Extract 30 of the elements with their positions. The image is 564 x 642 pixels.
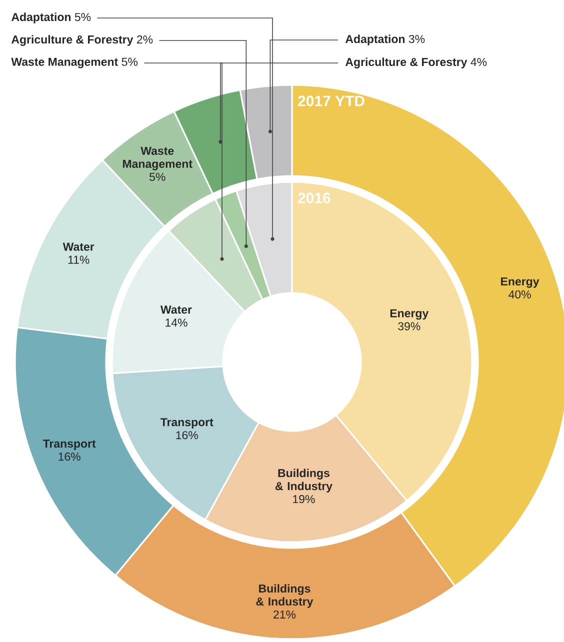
data-label: 4% bbox=[470, 58, 487, 66]
slice-label: Water bbox=[62, 242, 94, 251]
slice-label: Water bbox=[160, 306, 192, 314]
slice-label: Agriculture & Forestry bbox=[345, 58, 468, 68]
category-label: Adaptation bbox=[11, 12, 71, 24]
data-label: 3% bbox=[408, 34, 425, 44]
data-label: 2% bbox=[137, 35, 153, 44]
data-label: 5% bbox=[74, 12, 91, 22]
data-label: 19% bbox=[293, 495, 315, 504]
slice-label: 2017 YTD bbox=[298, 96, 364, 106]
slice-label: Buildings & Industry bbox=[275, 468, 332, 492]
slice-label: Transport bbox=[42, 440, 96, 450]
category-label: Waste Management bbox=[11, 58, 118, 68]
data-label: 40% bbox=[508, 290, 531, 298]
data-label: 39% bbox=[398, 322, 420, 330]
data-label: 5% bbox=[150, 172, 166, 181]
data-label: 21% bbox=[274, 610, 296, 619]
slice-label: Buildings & Industry bbox=[256, 584, 314, 608]
data-label: 11% bbox=[68, 256, 90, 264]
slice-label: 2016 bbox=[298, 192, 330, 204]
data-label: 5% bbox=[122, 58, 138, 66]
data-label: 14% bbox=[166, 318, 188, 327]
category-label: Agriculture & Forestry bbox=[11, 35, 134, 46]
data-label: 16% bbox=[176, 431, 198, 440]
slice-label: Transport bbox=[160, 418, 214, 428]
slice-label: Waste Management bbox=[123, 146, 192, 170]
data-label: 16% bbox=[58, 452, 80, 461]
slice-label: Energy bbox=[390, 309, 429, 320]
slice-label: Adaptation bbox=[345, 34, 405, 46]
slice-label: Energy bbox=[501, 277, 540, 288]
